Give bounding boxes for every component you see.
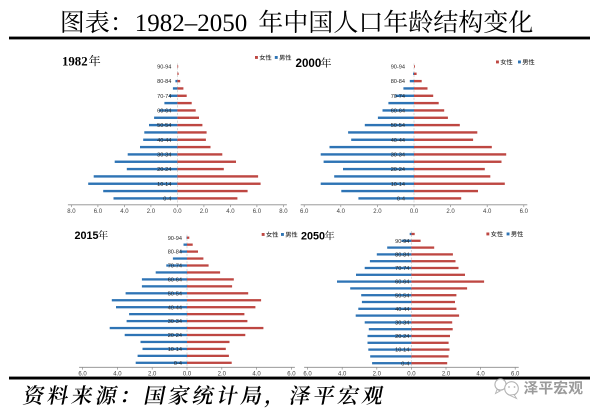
svg-text:4.0: 4.0: [120, 209, 129, 215]
svg-text:4.0: 4.0: [476, 371, 485, 377]
svg-text:4.0: 4.0: [113, 371, 122, 377]
svg-text:50-54: 50-54: [157, 123, 171, 129]
svg-text:6.0: 6.0: [520, 209, 529, 215]
svg-text:10-14: 10-14: [168, 347, 182, 353]
svg-text:1982: 1982: [62, 55, 88, 69]
svg-text:50-54: 50-54: [395, 293, 409, 299]
svg-text:30-34: 30-34: [157, 153, 171, 159]
svg-text:4.0: 4.0: [338, 371, 347, 377]
svg-text:40-44: 40-44: [391, 138, 405, 144]
svg-text:0.0: 0.0: [410, 209, 419, 215]
svg-text:4.0: 4.0: [337, 209, 346, 215]
svg-text:70-74: 70-74: [391, 94, 405, 100]
svg-text:2.0: 2.0: [147, 209, 156, 215]
svg-text:0.0: 0.0: [183, 371, 192, 377]
svg-text:60-64: 60-64: [157, 109, 171, 115]
svg-text:90-94: 90-94: [157, 65, 171, 71]
svg-text:2015: 2015: [75, 230, 99, 242]
svg-text:6.0: 6.0: [300, 209, 309, 215]
svg-text:4.0: 4.0: [252, 371, 261, 377]
svg-text:60-64: 60-64: [168, 278, 182, 284]
svg-text:30-34: 30-34: [168, 319, 182, 325]
svg-text:4.0: 4.0: [483, 209, 492, 215]
svg-text:80-84: 80-84: [157, 79, 171, 85]
svg-text:90-94: 90-94: [168, 236, 182, 242]
svg-text:10-14: 10-14: [395, 348, 409, 354]
svg-text:6.0: 6.0: [287, 371, 296, 377]
svg-text:40-44: 40-44: [157, 138, 171, 144]
svg-text:50-54: 50-54: [168, 291, 182, 297]
svg-text:20-24: 20-24: [391, 167, 405, 173]
svg-text:0-4: 0-4: [401, 361, 409, 367]
svg-text:2.0: 2.0: [148, 371, 157, 377]
svg-text:6.0: 6.0: [253, 209, 262, 215]
svg-text:2.0: 2.0: [373, 209, 382, 215]
svg-text:80-84: 80-84: [391, 79, 405, 85]
svg-text:2.0: 2.0: [373, 371, 382, 377]
svg-text:40-44: 40-44: [395, 307, 409, 313]
svg-text:40-44: 40-44: [168, 305, 182, 311]
svg-text:6.0: 6.0: [303, 371, 312, 377]
svg-text:8.0: 8.0: [67, 209, 76, 215]
svg-text:0.0: 0.0: [173, 209, 182, 215]
svg-text:2.0: 2.0: [442, 371, 451, 377]
svg-text:6.0: 6.0: [94, 209, 103, 215]
svg-text:2000: 2000: [296, 57, 322, 70]
svg-text:2050: 2050: [301, 231, 325, 243]
svg-text:80-84: 80-84: [168, 250, 182, 256]
svg-text:6.0: 6.0: [511, 371, 520, 377]
svg-text:10-14: 10-14: [157, 182, 171, 188]
svg-text:0.0: 0.0: [407, 371, 416, 377]
svg-text:4.0: 4.0: [226, 209, 235, 215]
svg-text:50-54: 50-54: [391, 123, 405, 129]
svg-text:2.0: 2.0: [446, 209, 455, 215]
svg-text:10-14: 10-14: [391, 182, 405, 188]
svg-text:60-64: 60-64: [395, 280, 409, 286]
svg-text:6.0: 6.0: [78, 371, 87, 377]
svg-text:70-74: 70-74: [157, 94, 171, 100]
svg-text:70-74: 70-74: [395, 266, 409, 272]
svg-text:90-94: 90-94: [395, 239, 409, 245]
svg-text:2.0: 2.0: [218, 371, 227, 377]
svg-text:1982–2050: 1982–2050: [135, 10, 248, 37]
svg-text:60-64: 60-64: [391, 109, 405, 115]
svg-text:90-94: 90-94: [391, 65, 405, 71]
svg-text:30-34: 30-34: [391, 153, 405, 159]
svg-text:70-74: 70-74: [168, 264, 182, 270]
svg-text:2.0: 2.0: [200, 209, 209, 215]
svg-text:20-24: 20-24: [168, 333, 182, 339]
svg-text:20-24: 20-24: [157, 167, 171, 173]
svg-text:0-4: 0-4: [163, 197, 171, 203]
svg-text:20-24: 20-24: [395, 334, 409, 340]
svg-text:0-4: 0-4: [397, 197, 405, 203]
svg-text:8.0: 8.0: [279, 209, 288, 215]
svg-text:30-34: 30-34: [395, 321, 409, 327]
svg-text:0-4: 0-4: [174, 361, 182, 367]
svg-text:80-84: 80-84: [395, 253, 409, 259]
